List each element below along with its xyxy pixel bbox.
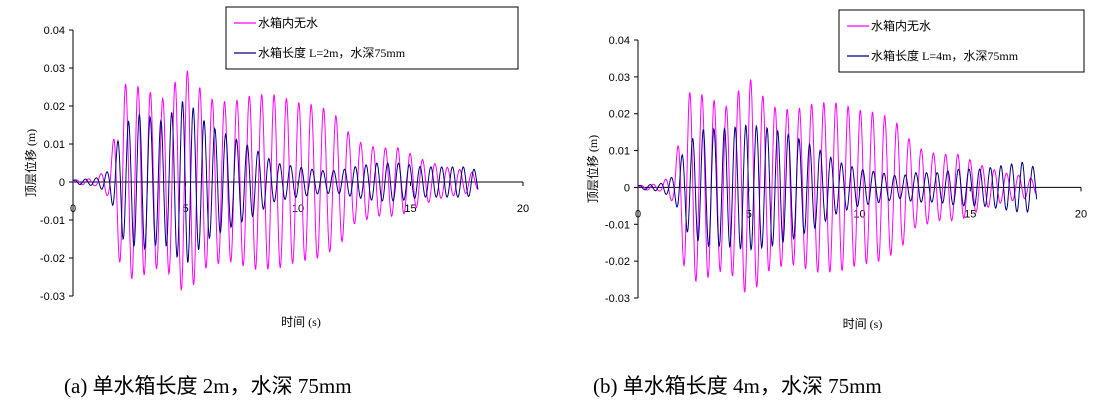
chart-panel-a: 0.04 0.03 0.02 0.01 0 -0.01 -0.02 -0.03 0 5 10 15 20… (0, 0, 550, 405)
y-tick-label: -0.02 (40, 253, 65, 265)
y-axis-label: 顶层位移 (m) (585, 135, 600, 203)
y-tick-label: 0 (59, 177, 65, 189)
x-tick-label: 20 (517, 203, 529, 215)
y-tick-label: 0 (624, 182, 630, 194)
x-tick-label: 0 (635, 208, 641, 220)
y-tick-label: 0.02 (44, 101, 65, 113)
x-tick-label: 15 (964, 208, 976, 220)
chart-a-svg: 0.040.030.020.010-0.01-0.02-0.030 5 10 15 20… (23, 6, 529, 329)
series-no-water-line (72, 70, 479, 291)
y-tick-label: -0.01 (40, 215, 65, 227)
y-tick-label: 0.02 (609, 109, 630, 121)
series-no-water-line (637, 79, 1037, 293)
x-tick-label: 0 (70, 203, 76, 215)
legend-box (225, 6, 519, 70)
y-tick-label: 0.01 (609, 146, 630, 158)
series-with-water-line (637, 124, 1038, 252)
y-tick-label: 0.04 (44, 25, 65, 37)
y-tick-label: 0.01 (44, 139, 65, 151)
x-tick-label: 15 (404, 203, 416, 215)
legend-box (838, 9, 1085, 73)
chart-b-svg: 0.040.030.020.010-0.01-0.02-0.030 5 10 15 20… (585, 9, 1087, 331)
legend-label: 水箱长度 L=4m，水深75mm (871, 48, 1019, 63)
x-axis-label: 时间 (s) (281, 315, 321, 329)
caption-b: (b) 单水箱长度 4m，水深 75mm (593, 374, 882, 398)
y-tick-label: -0.03 (40, 291, 65, 303)
y-tick-label: 0.03 (44, 63, 65, 75)
chart-panel-b: 0.04 0.03 0.02 0.01 0 -0.01 -0.02 -0.03 0 5 10 15 20… (551, 0, 1101, 405)
y-tick-label: -0.03 (605, 293, 630, 305)
y-axis-label: 顶层位移 (m) (23, 129, 38, 197)
legend-label: 水箱内无水 (258, 15, 318, 30)
legend-label: 水箱内无水 (871, 18, 931, 33)
legend-label: 水箱长度 L=2m，水深75mm (258, 45, 406, 60)
y-tick-label: -0.01 (605, 219, 630, 231)
x-axis-label: 时间 (s) (843, 317, 883, 331)
y-tick-label: 0.04 (609, 35, 630, 47)
x-tick-label: 20 (1075, 208, 1087, 220)
y-tick-label: 0.03 (609, 72, 630, 84)
series-with-water-line (72, 100, 479, 263)
caption-a: (a) 单水箱长度 2m，水深 75mm (64, 374, 352, 398)
y-tick-label: -0.02 (605, 256, 630, 268)
